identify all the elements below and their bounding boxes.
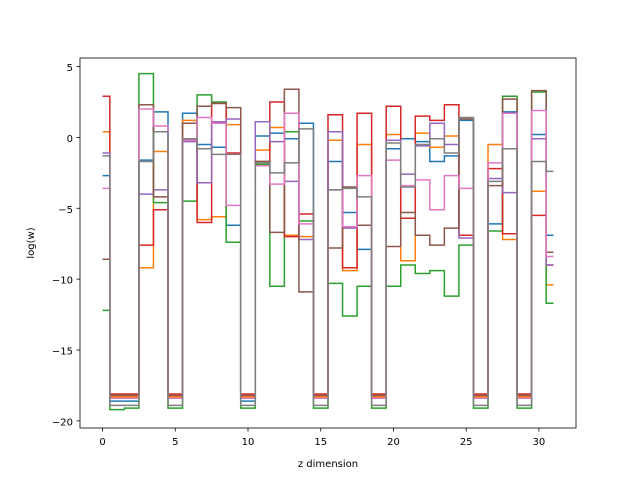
- y-tick-label: 5: [67, 63, 73, 74]
- x-tick-label: 5: [172, 437, 178, 448]
- x-axis: 0 5 10 15 20 25 30: [99, 428, 545, 448]
- series-line-8: [102, 116, 554, 407]
- y-axis-label: log(w): [26, 227, 37, 258]
- y-axis: −20 −15 −10 −5 0 5: [52, 63, 80, 428]
- x-axis-label: z dimension: [298, 459, 358, 470]
- series-layer: [102, 72, 554, 411]
- y-tick-label: −5: [58, 205, 73, 216]
- x-tick-label: 25: [460, 437, 473, 448]
- plot-frame: [79, 57, 577, 429]
- x-tick-label: 10: [242, 437, 255, 448]
- y-tick-label: −15: [52, 347, 73, 358]
- x-tick-label: 20: [387, 437, 400, 448]
- x-tick-label: 15: [314, 437, 327, 448]
- x-tick-label: 30: [533, 437, 546, 448]
- y-tick-label: 0: [67, 134, 73, 145]
- y-tick-label: −10: [52, 276, 73, 287]
- y-tick-label: −20: [52, 417, 73, 428]
- x-tick-label: 0: [99, 437, 105, 448]
